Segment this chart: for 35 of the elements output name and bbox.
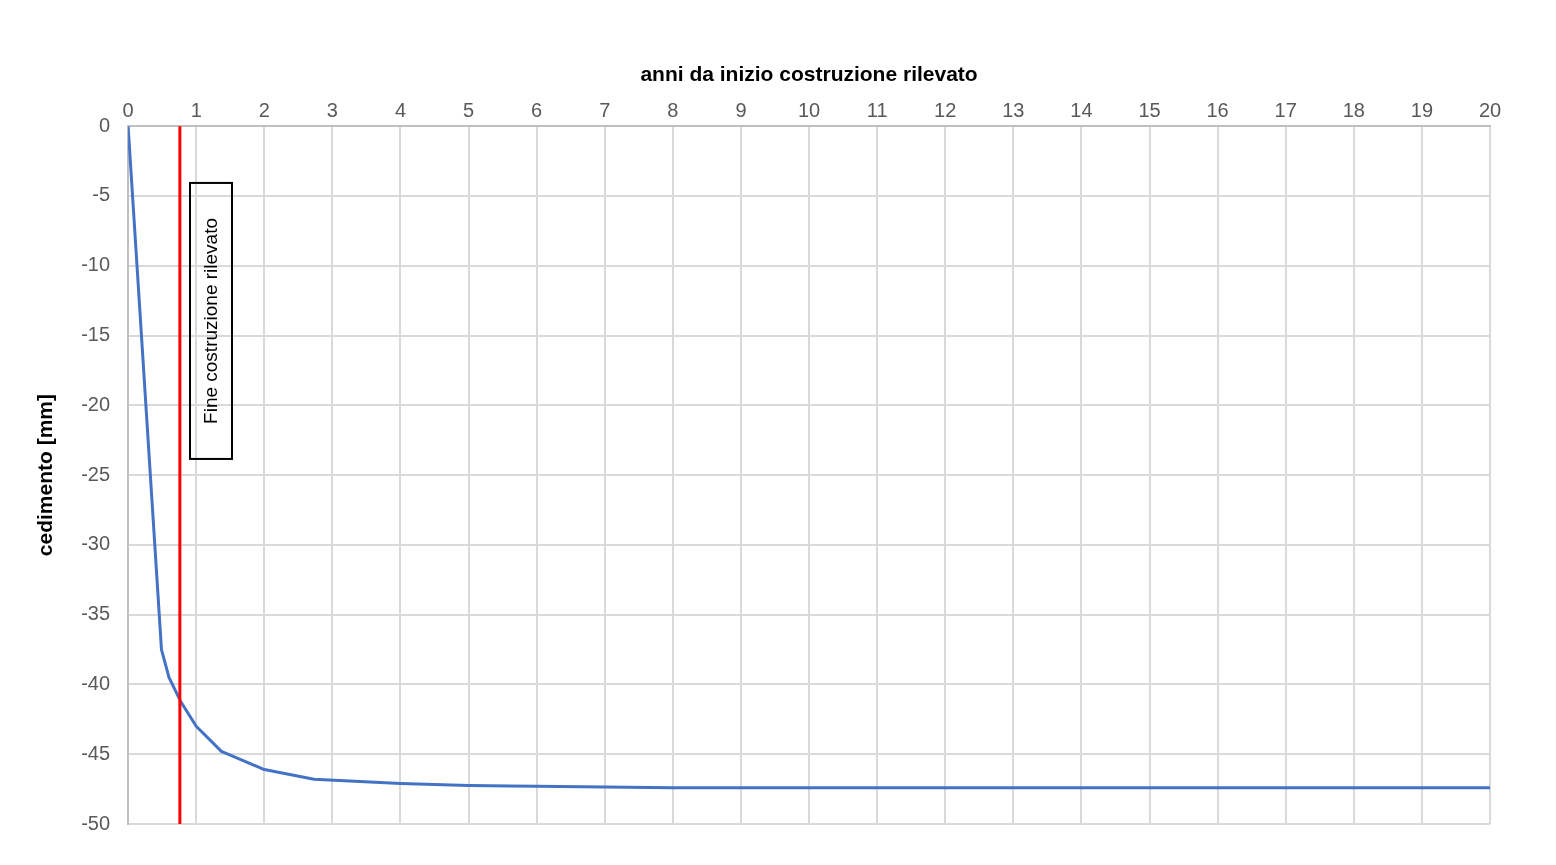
y-tick-label: -5 (92, 183, 111, 206)
x-tick-label: 3 (326, 98, 338, 121)
ref-line-label: Fine costruzione rilevato (188, 182, 233, 461)
y-tick-label: -10 (81, 253, 111, 276)
y-axis-title: cedimento [mm] (33, 394, 57, 557)
x-tick-label: 12 (934, 98, 957, 121)
y-tick-label: -30 (81, 532, 111, 555)
y-tick-label: -20 (81, 392, 111, 415)
y-tick-label: 0 (98, 113, 111, 136)
x-tick-label: 0 (122, 98, 134, 121)
x-tick-label: 19 (1410, 98, 1434, 121)
x-tick-label: 16 (1206, 98, 1229, 121)
x-tick-label: 18 (1342, 98, 1365, 121)
x-tick-label: 1 (190, 98, 202, 121)
y-tick-label: -25 (81, 462, 111, 485)
x-tick-label: 8 (667, 98, 679, 121)
x-tick-label: 7 (599, 98, 611, 121)
x-tick-label: 9 (735, 98, 747, 121)
x-tick-label: 2 (258, 98, 270, 121)
x-tick-label: 14 (1070, 98, 1093, 121)
x-tick-label: 17 (1274, 98, 1297, 121)
x-tick-label: 5 (463, 98, 475, 121)
y-tick-label: -35 (81, 602, 111, 625)
x-tick-label: 20 (1478, 98, 1502, 121)
x-tick-label: 11 (866, 98, 888, 121)
x-tick-label: 6 (531, 98, 543, 121)
x-tick-label: 15 (1138, 98, 1161, 121)
y-tick-label: -15 (81, 323, 111, 346)
x-tick-label: 4 (394, 98, 407, 121)
x-tick-label: 10 (797, 98, 821, 121)
x-tick-label: 13 (1002, 98, 1025, 121)
y-tick-label: -40 (81, 671, 111, 694)
x-axis-title: anni da inizio costruzione rilevato (640, 62, 978, 86)
y-tick-label: -45 (81, 741, 111, 764)
y-tick-label: -50 (81, 811, 111, 834)
